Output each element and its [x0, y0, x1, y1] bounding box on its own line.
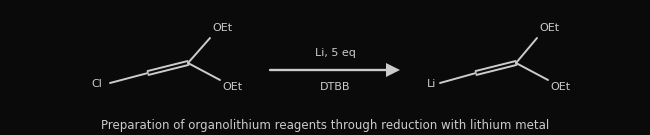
- Text: OEt: OEt: [212, 23, 232, 33]
- Text: Preparation of organolithium reagents through reduction with lithium metal: Preparation of organolithium reagents th…: [101, 119, 549, 132]
- Text: Li, 5 eq: Li, 5 eq: [315, 48, 356, 58]
- Text: DTBB: DTBB: [320, 82, 350, 92]
- Text: OEt: OEt: [550, 82, 570, 92]
- Polygon shape: [386, 63, 400, 77]
- Text: OEt: OEt: [539, 23, 559, 33]
- Text: OEt: OEt: [222, 82, 242, 92]
- Text: Li: Li: [426, 79, 436, 89]
- Text: Cl: Cl: [91, 79, 102, 89]
